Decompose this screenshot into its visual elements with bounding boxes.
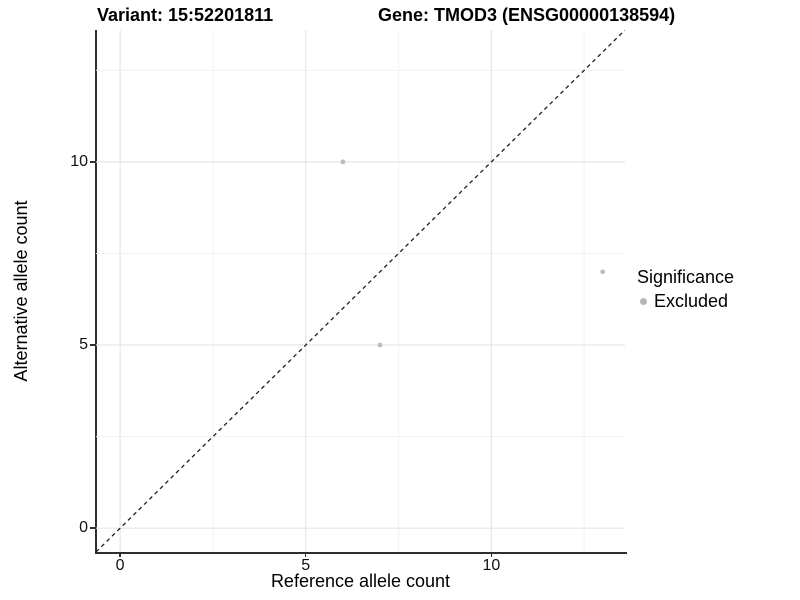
y-axis-line [95, 30, 97, 554]
legend-title: Significance [637, 267, 735, 287]
legend-key-dot-icon [640, 298, 647, 305]
y-tick-mark [90, 161, 95, 163]
y-tick-mark [90, 527, 95, 529]
x-tick-mark [119, 552, 121, 557]
x-tick-mark [490, 552, 493, 557]
x-axis-line [95, 552, 627, 554]
x-tick-label: 5 [301, 557, 311, 574]
x-tick-label: 0 [115, 557, 125, 574]
data-point [377, 342, 383, 348]
plot-title-variant: Variant: 15:52201811 [97, 5, 274, 25]
plot-panel [96, 30, 625, 552]
x-tick-mark [304, 552, 307, 557]
x-tick-label: 10 [482, 557, 501, 574]
y-axis-title: Alternative allele count [11, 200, 31, 382]
legend: Significance Excluded [637, 267, 734, 312]
y-tick-mark [90, 344, 95, 346]
data-point [600, 269, 606, 275]
y-tick-label: 10 [70, 152, 88, 170]
y-tick-label: 0 [79, 519, 88, 537]
plot-title-gene: Gene: TMOD3 (ENSG00000138594) [378, 5, 676, 25]
x-axis-title: Reference allele count [270, 571, 451, 591]
legend-item-excluded: Excluded [637, 291, 734, 312]
legend-item-label: Excluded [654, 291, 729, 311]
y-tick-label: 5 [79, 336, 88, 354]
identity-dashed-line [96, 30, 625, 552]
data-point [340, 159, 346, 165]
